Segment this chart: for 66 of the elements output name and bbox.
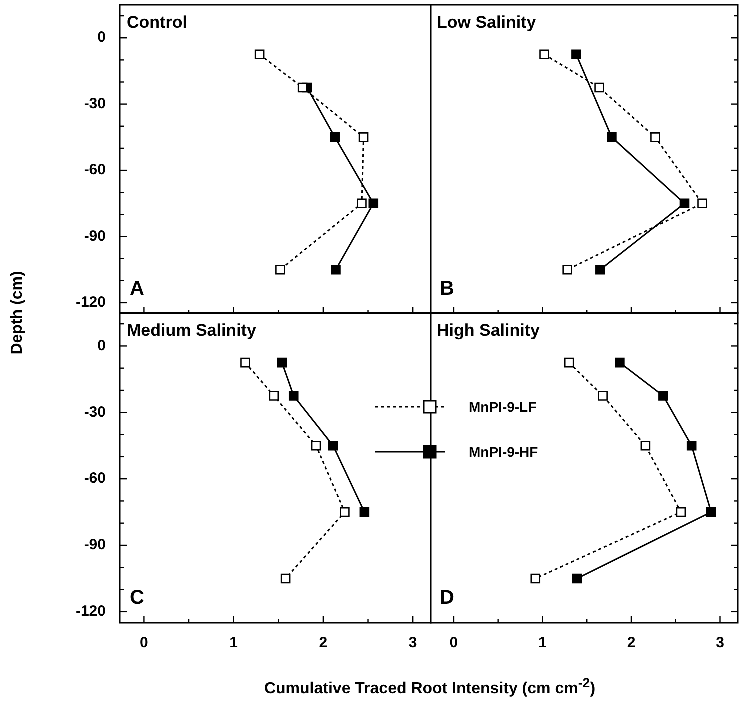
x-tick-label: 2 [319,634,328,652]
point [530,574,541,584]
point [269,391,280,401]
y-tick-label: -90 [84,228,106,245]
x-tick-label: 0 [450,634,458,652]
point [358,132,369,142]
x-tick-label: 3 [408,634,418,652]
point [596,264,606,275]
y-tick-label: -60 [84,470,106,488]
point [340,507,350,518]
point [311,440,322,451]
point [277,358,288,368]
point [276,264,286,275]
x-tick-label: 0 [140,634,148,652]
y-tick-label: -60 [84,162,106,179]
point [288,391,299,401]
y-tick-label: 0 [98,337,106,354]
x-tick-label: 3 [716,634,724,652]
point [607,132,617,142]
point [562,264,572,275]
point [540,50,550,60]
point [615,358,625,368]
x-tick-label: 2 [627,634,636,652]
point [640,440,651,451]
text: High Salinity [437,321,540,341]
text: Control [127,13,188,33]
text: Medium Salinity [127,321,256,341]
x-tick-label: 1 [538,634,547,652]
point [280,574,291,584]
point [594,82,604,93]
point [331,264,341,275]
point [298,82,308,93]
point [658,391,668,401]
point [357,198,367,209]
annotation: D [440,587,454,610]
y-tick-label: -30 [84,95,106,112]
point [598,391,608,401]
point [572,50,582,60]
annotation: A [130,278,144,301]
point [676,507,686,518]
point [360,507,370,518]
text: Low Salinity [437,13,536,33]
point [706,507,716,518]
point [686,440,697,451]
y-tick-label: -90 [84,536,106,554]
x-axis-title: Cumulative Traced Root Intensity (cm cm$^{-2}$) [264,675,596,699]
annotation: B [440,278,454,301]
y-tick-label: -120 [76,294,106,312]
point [564,358,574,368]
legend-label: MnPI-9-LF [469,399,537,415]
point [330,132,340,142]
x-tick-label: 1 [230,634,238,652]
point [680,198,690,209]
annotation: C [130,587,144,610]
point [650,132,660,142]
y-axis-title: Depth (cm) [9,271,27,355]
point [328,440,338,451]
legend-label: MnPI-9-HF [469,444,538,460]
y-tick-label: 0 [98,29,106,46]
point [240,358,250,368]
y-tick-label: -120 [76,603,106,620]
point [254,50,265,60]
point [368,198,379,209]
point [572,574,582,584]
y-tick-label: -30 [84,404,106,421]
point [698,198,708,209]
